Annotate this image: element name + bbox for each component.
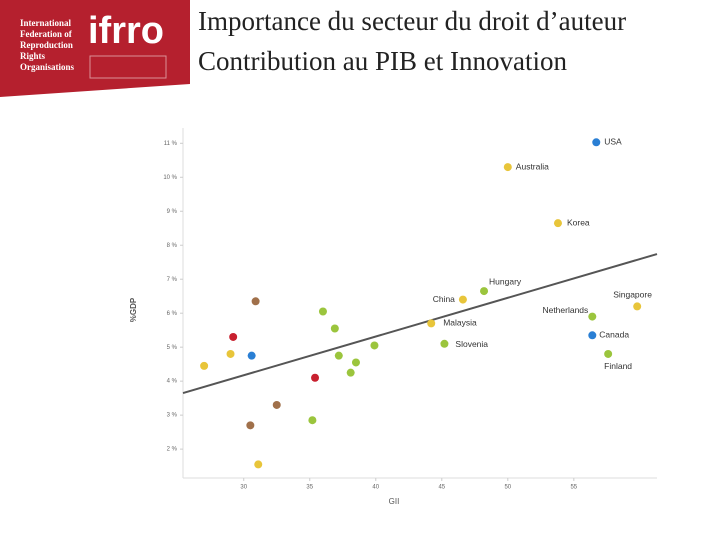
- point: [604, 349, 613, 358]
- point: [346, 368, 355, 377]
- point-label: Malaysia: [443, 318, 477, 328]
- point: [592, 138, 601, 147]
- logo-line: International: [20, 18, 72, 28]
- logo-brand: ifrro: [88, 10, 164, 52]
- logo-line: Rights: [20, 51, 46, 61]
- point-label: Hungary: [489, 276, 522, 286]
- point: [553, 219, 562, 228]
- point: [334, 351, 343, 360]
- x-tick-label: 35: [306, 485, 313, 491]
- y-tick-label: 10 %: [163, 175, 177, 181]
- y-tick-label: 8 %: [167, 243, 178, 249]
- point: [351, 358, 360, 367]
- point: [246, 421, 255, 430]
- logo-lines: International Federation of Reproduction…: [20, 18, 75, 72]
- y-axis-label: %GDP: [129, 297, 138, 322]
- point-label: Australia: [516, 161, 549, 171]
- y-tick-label: 6 %: [167, 311, 178, 317]
- y-tick-label: 7 %: [167, 277, 178, 283]
- point: [272, 400, 281, 409]
- logo-box: [0, 0, 190, 97]
- logo-line: Organisations: [20, 62, 75, 72]
- logo-line: Federation of: [20, 29, 73, 39]
- y-tick-label: 11 %: [164, 141, 178, 147]
- x-tick-label: 45: [438, 485, 445, 491]
- logo-line: Reproduction: [20, 40, 73, 50]
- title-line: Contribution au PIB et Innovation: [198, 46, 567, 76]
- point: [251, 297, 260, 306]
- x-axis-label: GII: [389, 497, 400, 506]
- point: [226, 349, 235, 358]
- point: [633, 302, 642, 311]
- x-tick-label: 50: [504, 485, 511, 491]
- point-label: USA: [604, 137, 622, 147]
- point-label: Canada: [599, 330, 629, 340]
- point-label: Korea: [567, 217, 590, 227]
- point: [229, 332, 238, 341]
- point-label: China: [433, 294, 455, 304]
- x-tick-label: 30: [240, 485, 247, 491]
- y-tick-label: 4 %: [167, 379, 178, 385]
- y-tick-label: 2 %: [167, 447, 178, 453]
- y-tick-label: 3 %: [167, 413, 178, 419]
- point: [588, 331, 597, 340]
- point: [440, 339, 449, 348]
- point: [370, 341, 379, 350]
- point: [458, 295, 467, 304]
- point-label: Netherlands: [542, 305, 588, 315]
- point: [254, 460, 263, 469]
- point: [308, 416, 317, 425]
- logo-reflection: [89, 55, 167, 79]
- point: [588, 312, 597, 321]
- point: [330, 324, 339, 333]
- point-label: Finland: [604, 361, 632, 371]
- point-label: Singapore: [613, 290, 652, 300]
- point-label: Slovenia: [455, 339, 488, 349]
- point: [503, 163, 512, 172]
- y-tick-label: 5 %: [167, 345, 178, 351]
- point: [311, 373, 320, 382]
- point: [427, 319, 436, 328]
- x-tick-label: 40: [372, 485, 379, 491]
- y-tick-label: 9 %: [167, 209, 178, 215]
- point: [200, 361, 209, 370]
- title-line: Importance du secteur du droit d’auteur: [198, 6, 627, 36]
- point: [247, 351, 256, 360]
- point: [480, 287, 489, 296]
- x-tick-label: 55: [570, 485, 577, 491]
- point: [318, 307, 327, 316]
- trend-line: [182, 253, 658, 395]
